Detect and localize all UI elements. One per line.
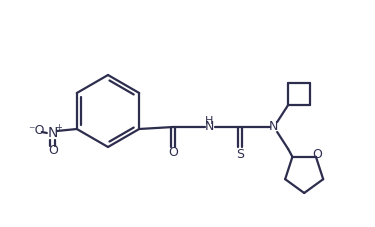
Text: O: O (312, 148, 322, 161)
Text: S: S (236, 148, 244, 160)
Text: +: + (56, 123, 62, 133)
Text: N: N (268, 119, 278, 133)
Text: ⁻O: ⁻O (28, 124, 45, 138)
Text: N: N (48, 126, 58, 140)
Text: H: H (205, 116, 213, 126)
Text: O: O (48, 145, 58, 158)
Text: N: N (204, 119, 214, 133)
Text: O: O (168, 146, 178, 160)
